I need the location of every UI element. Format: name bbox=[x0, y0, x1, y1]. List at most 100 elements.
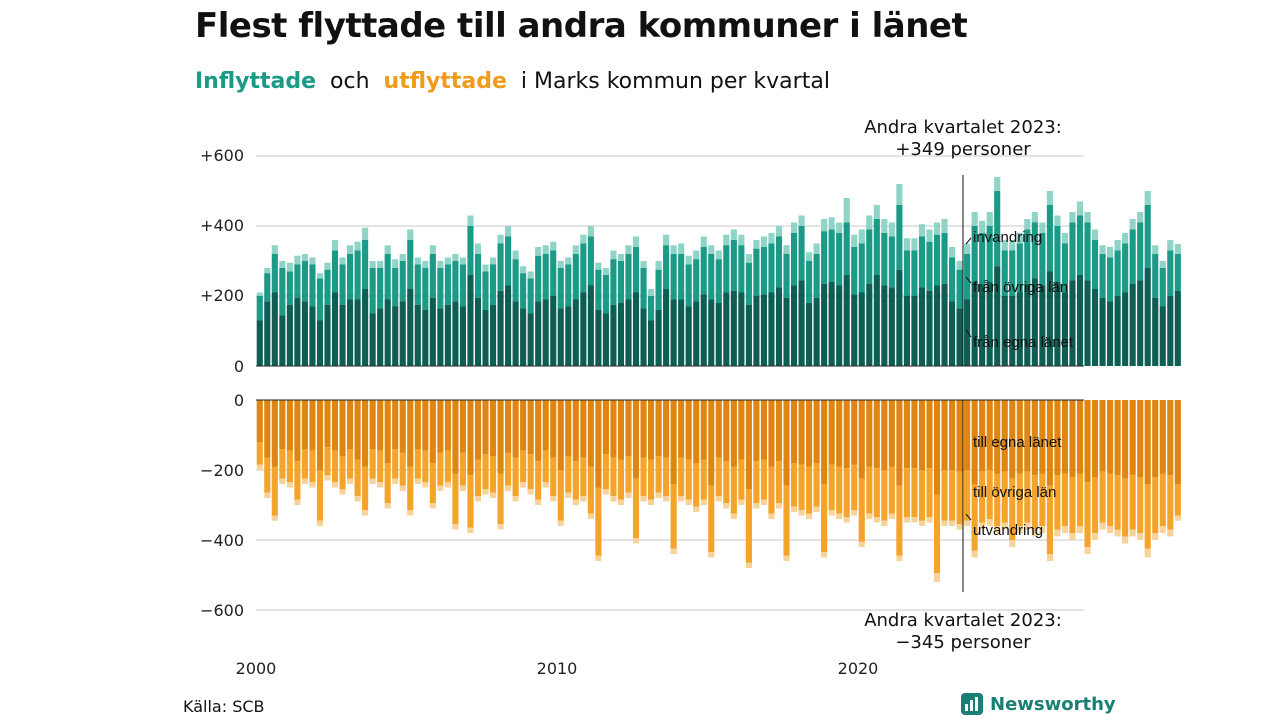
bar-in-ovriga-lan bbox=[926, 241, 933, 291]
bar-in-invandring bbox=[949, 247, 956, 258]
bar-out-utvandring bbox=[738, 499, 745, 505]
bar-out-ovriga-lan bbox=[557, 470, 564, 521]
bar-in-egna-lanet bbox=[821, 283, 828, 366]
bar-out-utvandring bbox=[489, 492, 497, 498]
bar-in-egna-lanet bbox=[452, 301, 459, 366]
bar-out-utvandring bbox=[1091, 533, 1099, 540]
bar-out-utvandring bbox=[896, 555, 903, 561]
bar-in-invandring bbox=[1174, 243, 1181, 254]
bar-in-ovriga-lan bbox=[407, 240, 414, 289]
bar-in-ovriga-lan bbox=[1039, 233, 1046, 286]
bar-in-invandring bbox=[655, 261, 662, 270]
bar-in-invandring bbox=[768, 233, 775, 244]
bar-in-ovriga-lan bbox=[994, 191, 1001, 267]
bar-in-invandring bbox=[775, 226, 783, 237]
bar-in-invandring bbox=[1001, 240, 1008, 251]
bar-in-egna-lanet bbox=[640, 308, 647, 366]
bar-out-egna-lanet bbox=[429, 400, 436, 463]
bar-out-ovriga-lan bbox=[994, 473, 1001, 526]
bar-out-egna-lanet bbox=[858, 400, 865, 479]
bar-in-invandring bbox=[482, 264, 489, 272]
bar-out-utvandring bbox=[648, 499, 655, 505]
bar-out-egna-lanet bbox=[384, 400, 391, 463]
bar-in-ovriga-lan bbox=[527, 278, 534, 314]
bar-out-utvandring bbox=[1167, 529, 1174, 537]
bar-out-ovriga-lan bbox=[964, 470, 971, 521]
bar-in-invandring bbox=[640, 261, 647, 268]
bar-in-ovriga-lan bbox=[316, 278, 324, 321]
bar-in-invandring bbox=[610, 250, 617, 260]
bar-in-egna-lanet bbox=[708, 299, 715, 366]
bar-out-egna-lanet bbox=[264, 400, 271, 458]
bar-out-ovriga-lan bbox=[271, 466, 278, 516]
bar-in-ovriga-lan bbox=[617, 261, 625, 303]
bar-in-ovriga-lan bbox=[535, 255, 542, 302]
bar-in-ovriga-lan bbox=[399, 261, 406, 302]
bar-out-utvandring bbox=[384, 503, 391, 509]
bar-in-ovriga-lan bbox=[1137, 222, 1144, 281]
bar-in-egna-lanet bbox=[1091, 289, 1099, 366]
bar-out-egna-lanet bbox=[347, 400, 354, 449]
bar-out-utvandring bbox=[655, 492, 662, 498]
bar-in-invandring bbox=[685, 255, 692, 265]
bar-out-ovriga-lan bbox=[933, 494, 941, 574]
bar-out-egna-lanet bbox=[911, 400, 918, 469]
bar-in-invandring bbox=[467, 215, 474, 226]
bar-in-ovriga-lan bbox=[1129, 229, 1136, 284]
bar-in-invandring bbox=[964, 243, 971, 254]
bar-in-invandring bbox=[286, 262, 293, 272]
bar-out-utvandring bbox=[369, 478, 376, 484]
bar-out-ovriga-lan bbox=[866, 466, 873, 514]
bar-in-invandring bbox=[678, 243, 685, 254]
bar-in-invandring bbox=[354, 241, 361, 251]
bar-out-utvandring bbox=[632, 538, 640, 544]
bar-out-ovriga-lan bbox=[489, 456, 497, 493]
bar-out-utvandring bbox=[753, 503, 760, 509]
bar-out-ovriga-lan bbox=[392, 449, 399, 479]
bar-in-ovriga-lan bbox=[429, 254, 436, 298]
bar-out-egna-lanet bbox=[602, 400, 609, 455]
bar-out-utvandring bbox=[414, 478, 421, 484]
bar-out-egna-lanet bbox=[949, 400, 956, 470]
bar-out-egna-lanet bbox=[956, 400, 963, 472]
bar-out-utvandring bbox=[1084, 547, 1091, 554]
bar-out-egna-lanet bbox=[828, 400, 835, 465]
bar-out-egna-lanet bbox=[888, 400, 895, 467]
bar-out-ovriga-lan bbox=[459, 452, 466, 486]
bar-in-egna-lanet bbox=[1137, 280, 1144, 366]
bar-out-ovriga-lan bbox=[693, 463, 700, 507]
bar-out-utvandring bbox=[798, 510, 805, 516]
bar-out-egna-lanet bbox=[881, 400, 888, 470]
bar-in-egna-lanet bbox=[964, 299, 971, 366]
bar-out-utvandring bbox=[316, 520, 324, 526]
bar-out-ovriga-lan bbox=[422, 450, 429, 483]
bar-in-egna-lanet bbox=[926, 290, 933, 366]
bar-in-ovriga-lan bbox=[896, 205, 903, 270]
bar-in-egna-lanet bbox=[760, 294, 767, 366]
bar-out-egna-lanet bbox=[1024, 400, 1031, 472]
bar-in-ovriga-lan bbox=[663, 245, 670, 289]
bar-in-invandring bbox=[753, 240, 760, 249]
bar-in-invandring bbox=[324, 262, 331, 270]
bar-out-egna-lanet bbox=[535, 400, 542, 462]
bar-out-egna-lanet bbox=[550, 400, 557, 458]
bar-in-ovriga-lan bbox=[806, 261, 813, 303]
bar-out-egna-lanet bbox=[437, 400, 444, 453]
bar-out-egna-lanet bbox=[301, 400, 308, 449]
bar-out-utvandring bbox=[678, 496, 685, 502]
bar-in-ovriga-lan bbox=[377, 268, 384, 309]
bar-in-invandring bbox=[896, 184, 903, 205]
bar-out-utvandring bbox=[715, 496, 722, 502]
bar-out-ovriga-lan bbox=[798, 464, 805, 511]
bar-in-ovriga-lan bbox=[903, 250, 910, 296]
bar-in-egna-lanet bbox=[565, 306, 572, 366]
bar-out-utvandring bbox=[941, 520, 948, 526]
bar-out-ovriga-lan bbox=[851, 464, 858, 511]
bar-in-egna-lanet bbox=[1016, 292, 1023, 366]
bar-out-egna-lanet bbox=[354, 400, 361, 460]
bar-out-utvandring bbox=[505, 485, 512, 491]
bar-out-utvandring bbox=[1016, 526, 1023, 533]
bar-out-egna-lanet bbox=[1046, 400, 1053, 486]
bar-out-egna-lanet bbox=[971, 400, 978, 484]
bar-in-egna-lanet bbox=[1152, 297, 1159, 366]
